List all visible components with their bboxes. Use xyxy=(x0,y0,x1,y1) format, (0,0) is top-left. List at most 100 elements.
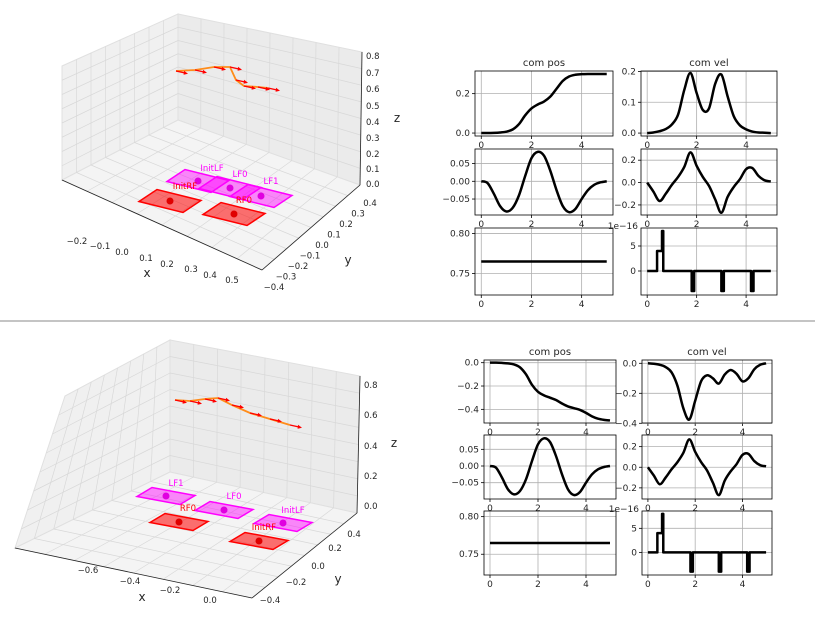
x-axis-line xyxy=(61,179,263,271)
velocity-arrow xyxy=(194,69,205,73)
y-tick-label: 0.00 xyxy=(459,462,479,472)
foot-InitRF-center xyxy=(166,197,174,205)
grid-line xyxy=(58,356,171,416)
subplot-5: 0 2 4 0 5 1e−16 xyxy=(608,222,778,310)
grid-line xyxy=(286,362,290,498)
y-tick-label: 0.0 xyxy=(623,359,638,369)
y-tick-label: 0 xyxy=(631,548,637,558)
velocity-arrow xyxy=(257,86,268,90)
y-tick-label: −0.2 xyxy=(614,201,636,211)
foot-label: LF1 xyxy=(168,479,183,489)
y-tick-label: 0.0 xyxy=(311,562,325,572)
grid-line xyxy=(309,366,313,503)
arrow-head xyxy=(243,79,248,84)
y-tick-label: 0.0 xyxy=(622,129,637,139)
com-trajectory xyxy=(174,397,291,426)
data-line xyxy=(646,438,767,497)
grid-line xyxy=(291,37,294,161)
foot-LF1-center xyxy=(162,492,170,500)
foot-LF0-center xyxy=(220,506,228,514)
x-tick-label: 2 xyxy=(694,141,700,151)
x-tick-label: 0.4 xyxy=(203,271,217,281)
x-tick-label: 0 xyxy=(478,220,484,230)
grid-line xyxy=(177,40,362,86)
y-tick-label: 0.1 xyxy=(622,98,636,108)
velocity-arrow xyxy=(231,404,242,408)
x-tick-label: 0 xyxy=(487,580,493,590)
data-line xyxy=(647,229,771,293)
subplot-title: com pos xyxy=(529,347,571,358)
arrow-head xyxy=(275,87,280,92)
y-tick-label: −0.2 xyxy=(288,262,309,272)
z-tick-label: 0.1 xyxy=(366,165,380,175)
y-tick-label: −0.4 xyxy=(264,283,285,293)
arrow-head xyxy=(225,397,230,402)
grid-line xyxy=(111,500,318,546)
x-tick-label: 2 xyxy=(529,300,535,310)
x-tick-label: 0 xyxy=(645,580,651,590)
y-tick-label: 0.75 xyxy=(459,550,479,560)
x-tick-label: 0 xyxy=(645,504,651,514)
grid-line xyxy=(177,26,362,69)
axes-frame xyxy=(641,510,773,576)
x-tick-label: 0.5 xyxy=(225,276,239,286)
y-tick-label: 5 xyxy=(630,242,636,252)
axes-frame xyxy=(474,70,614,137)
foot-label: InitLF xyxy=(200,164,223,174)
velocity-arrow xyxy=(217,397,228,401)
arrow-head xyxy=(202,69,207,74)
x-tick-label: 2 xyxy=(535,428,541,438)
y-tick-label: 0.2 xyxy=(623,443,637,453)
subplot-9: 0 2 4 −0.2 0.0 0.2 xyxy=(615,434,773,514)
plot-area xyxy=(475,71,613,136)
y-tick-label: 0.80 xyxy=(459,513,479,523)
x-tick-label: 0 xyxy=(645,428,651,438)
x-tick-label: 4 xyxy=(743,300,749,310)
y-tick-label: −0.4 xyxy=(615,419,637,429)
foot-label: InitRF xyxy=(252,523,276,533)
y-axis-label: y xyxy=(344,253,351,267)
z-axis-label: z xyxy=(394,111,400,125)
plot-area xyxy=(642,360,772,423)
grid-line xyxy=(163,127,348,196)
z-tick-label: 0.0 xyxy=(366,180,380,190)
y-tick-label: −0.3 xyxy=(276,273,297,283)
grid-line xyxy=(61,26,179,81)
data-line xyxy=(489,361,611,422)
velocity-arrow xyxy=(213,66,224,70)
x-tick-label: 0 xyxy=(644,300,650,310)
arrow-head xyxy=(221,66,226,71)
axes-frame xyxy=(640,148,778,216)
velocity-arrow xyxy=(204,398,215,402)
arrow-head xyxy=(297,424,302,429)
x-tick-label: 0 xyxy=(487,504,493,514)
y-tick-label: 0 xyxy=(630,267,636,277)
subplot-10: 0 2 4 0.75 0.80 xyxy=(459,510,617,590)
x-tick-label: 4 xyxy=(740,580,746,590)
grid-line xyxy=(52,372,171,435)
arrow-head xyxy=(251,85,256,90)
foot-RF0-center xyxy=(175,518,183,526)
x-tick-label: 2 xyxy=(692,428,698,438)
y-tick-label: 0.2 xyxy=(622,156,636,166)
y-tick-label: 0.2 xyxy=(622,67,636,77)
x-tick-label: 2 xyxy=(535,504,541,514)
x-tick-label: 2 xyxy=(535,580,541,590)
velocity-arrow xyxy=(267,87,278,91)
arrow-head xyxy=(212,398,217,403)
y-tick-label: 0.2 xyxy=(339,220,353,230)
x-tick-label: 4 xyxy=(740,428,746,438)
x-tick-label: 0 xyxy=(644,220,650,230)
y-tick-label: 0.3 xyxy=(351,210,365,220)
z-tick-label: 0.4 xyxy=(364,442,378,452)
foot-label: LF0 xyxy=(226,492,241,502)
grid-line xyxy=(111,360,131,501)
arrow-head xyxy=(257,412,262,417)
arrow-head xyxy=(183,70,188,75)
x-tick-label: 4 xyxy=(579,300,585,310)
grid-line xyxy=(169,356,360,394)
plot-area xyxy=(641,71,777,136)
axes-frame xyxy=(640,70,778,137)
x-tick-label: 2 xyxy=(529,220,535,230)
